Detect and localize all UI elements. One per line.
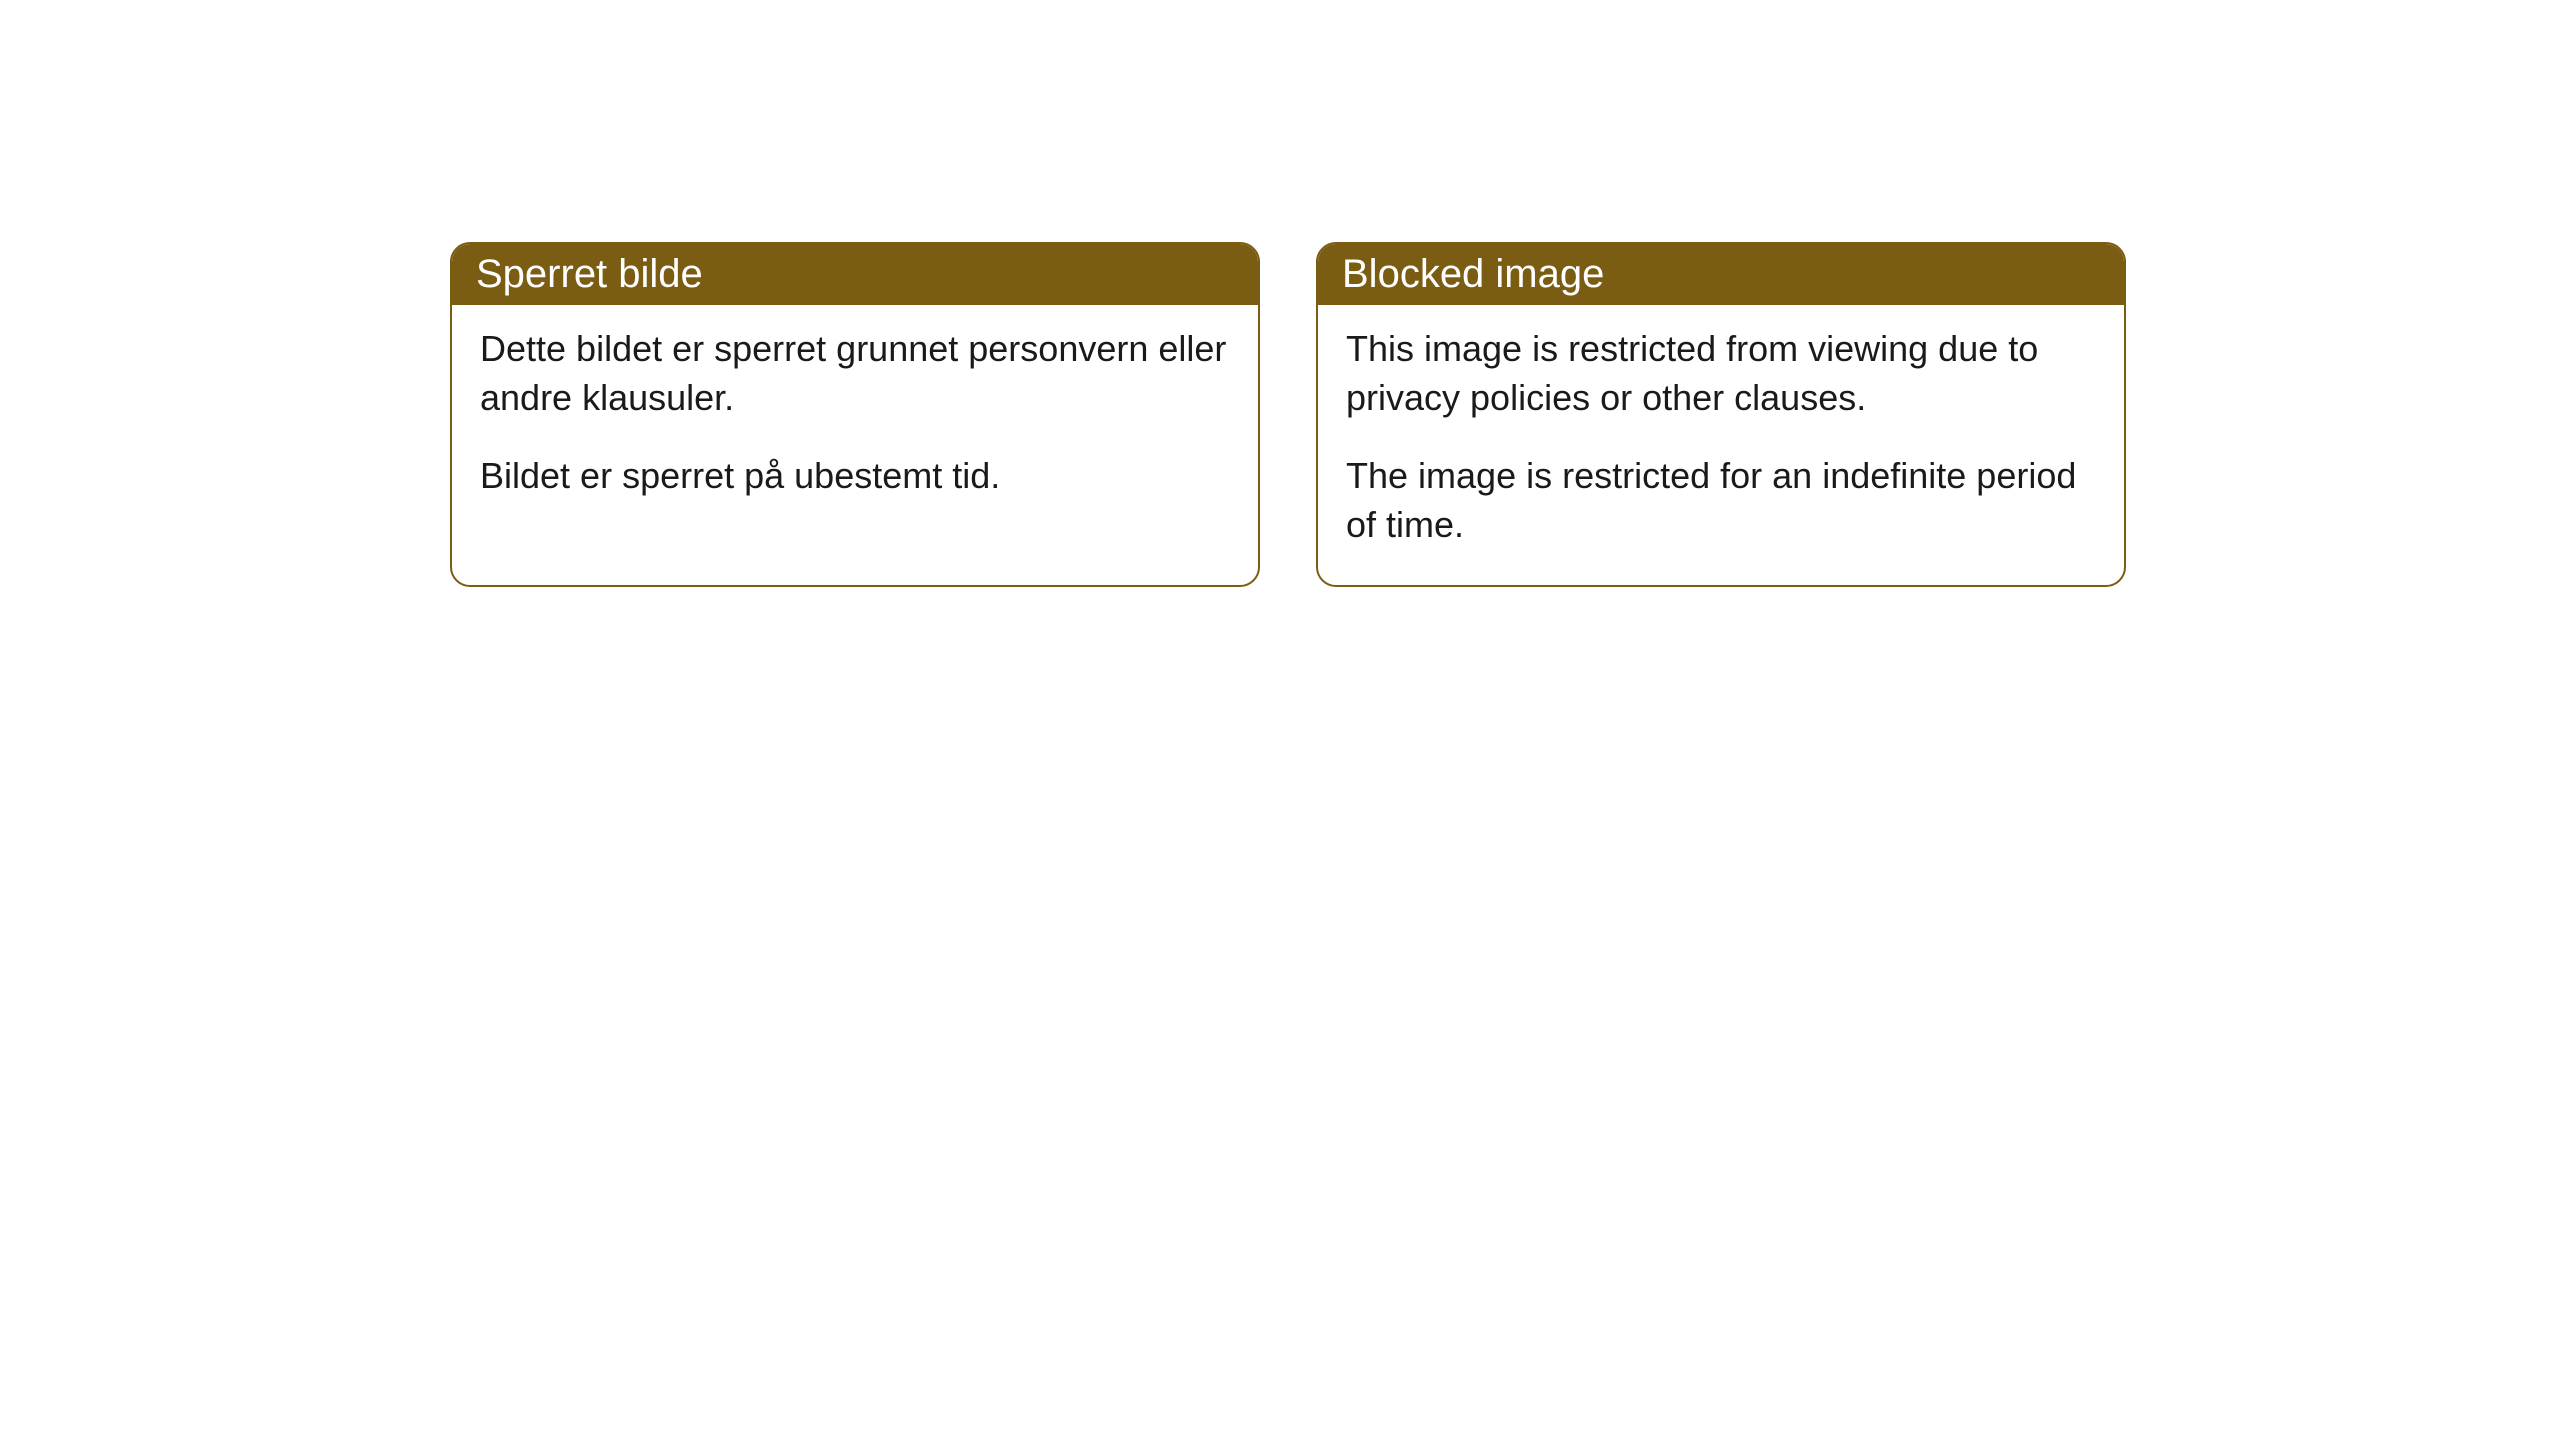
notice-cards-container: Sperret bilde Dette bildet er sperret gr… — [450, 242, 2126, 587]
card-title-norwegian: Sperret bilde — [476, 252, 703, 296]
card-header-norwegian: Sperret bilde — [452, 244, 1258, 305]
notice-card-norwegian: Sperret bilde Dette bildet er sperret gr… — [450, 242, 1260, 587]
card-paragraph-english-1: This image is restricted from viewing du… — [1346, 325, 2096, 422]
notice-card-english: Blocked image This image is restricted f… — [1316, 242, 2126, 587]
card-header-english: Blocked image — [1318, 244, 2124, 305]
card-paragraph-norwegian-2: Bildet er sperret på ubestemt tid. — [480, 452, 1230, 501]
card-title-english: Blocked image — [1342, 252, 1604, 296]
card-body-english: This image is restricted from viewing du… — [1318, 305, 2124, 585]
card-body-norwegian: Dette bildet er sperret grunnet personve… — [452, 305, 1258, 537]
card-paragraph-english-2: The image is restricted for an indefinit… — [1346, 452, 2096, 549]
card-paragraph-norwegian-1: Dette bildet er sperret grunnet personve… — [480, 325, 1230, 422]
